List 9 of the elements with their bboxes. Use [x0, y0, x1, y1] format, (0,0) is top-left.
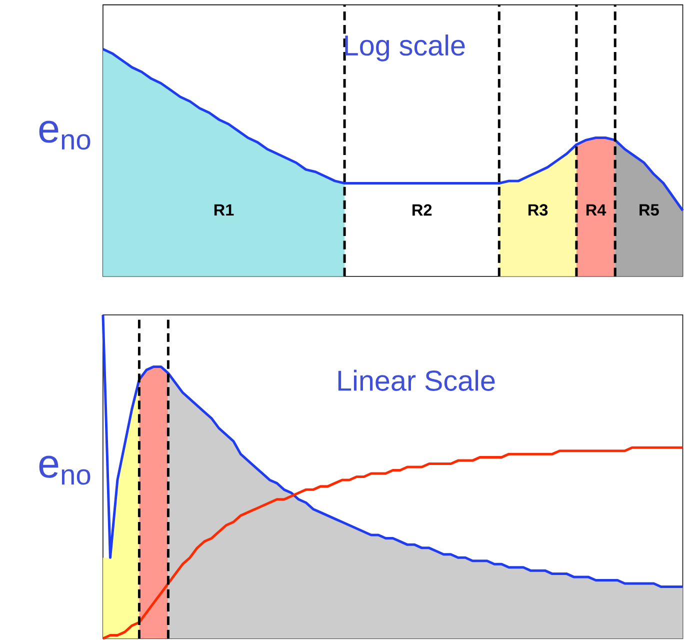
annotation: R5 [640, 204, 659, 216]
y-axis-title: e$_{no}$ [39, 120, 90, 150]
text: Linear Scale [338, 370, 495, 392]
y-axis-title: e$_{no}$ [39, 456, 90, 485]
chart-title: Log scale [345, 34, 465, 62]
annotation: R1 [214, 204, 234, 216]
annotation: R3 [528, 204, 548, 216]
annotation: R4 [586, 204, 606, 216]
annotation: R2 [412, 204, 432, 216]
